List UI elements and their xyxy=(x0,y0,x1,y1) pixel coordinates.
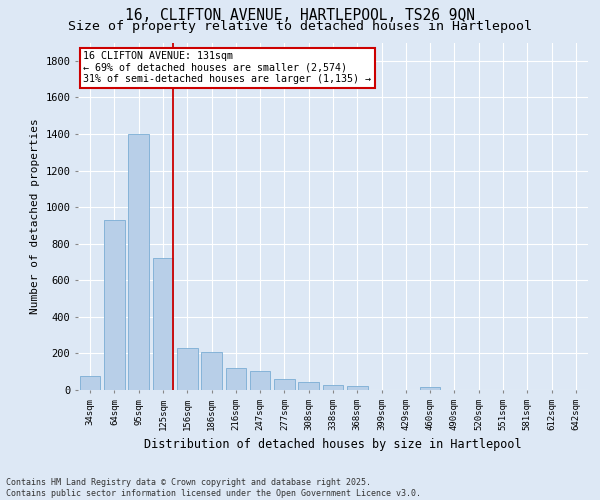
X-axis label: Distribution of detached houses by size in Hartlepool: Distribution of detached houses by size … xyxy=(144,438,522,451)
Bar xyxy=(201,352,222,390)
Text: Contains HM Land Registry data © Crown copyright and database right 2025.
Contai: Contains HM Land Registry data © Crown c… xyxy=(6,478,421,498)
Text: 16 CLIFTON AVENUE: 131sqm
← 69% of detached houses are smaller (2,574)
31% of se: 16 CLIFTON AVENUE: 131sqm ← 69% of detac… xyxy=(83,51,371,84)
Bar xyxy=(347,386,368,390)
Y-axis label: Number of detached properties: Number of detached properties xyxy=(30,118,40,314)
Bar xyxy=(226,368,246,390)
Bar xyxy=(274,379,295,390)
Bar xyxy=(128,134,149,390)
Bar xyxy=(177,348,197,390)
Bar xyxy=(250,371,271,390)
Bar xyxy=(420,388,440,390)
Text: 16, CLIFTON AVENUE, HARTLEPOOL, TS26 9QN: 16, CLIFTON AVENUE, HARTLEPOOL, TS26 9QN xyxy=(125,8,475,22)
Bar xyxy=(104,220,125,390)
Bar xyxy=(152,258,173,390)
Bar xyxy=(80,376,100,390)
Bar xyxy=(323,384,343,390)
Text: Size of property relative to detached houses in Hartlepool: Size of property relative to detached ho… xyxy=(68,20,532,33)
Bar xyxy=(298,382,319,390)
